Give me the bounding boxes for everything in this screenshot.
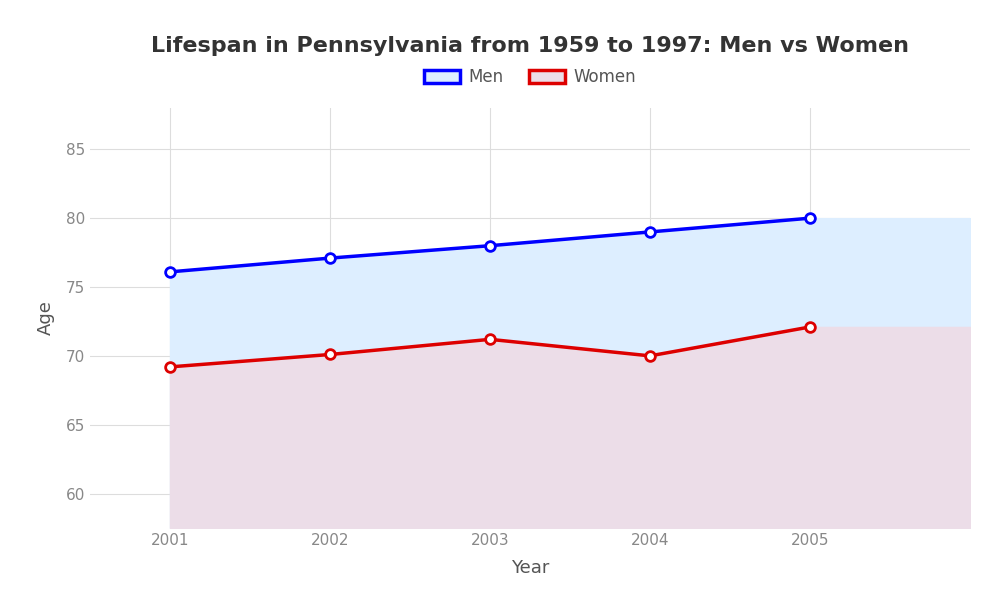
Legend: Men, Women: Men, Women: [417, 62, 643, 93]
Title: Lifespan in Pennsylvania from 1959 to 1997: Men vs Women: Lifespan in Pennsylvania from 1959 to 19…: [151, 37, 909, 56]
Y-axis label: Age: Age: [37, 301, 55, 335]
X-axis label: Year: Year: [511, 559, 549, 577]
